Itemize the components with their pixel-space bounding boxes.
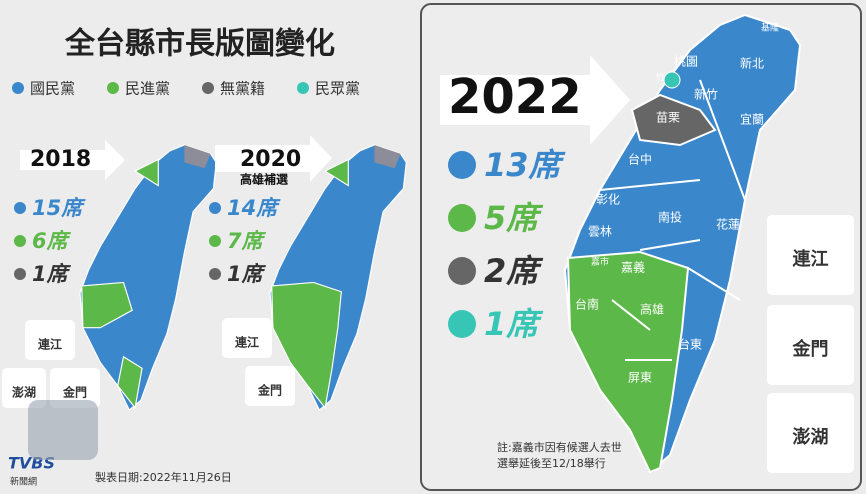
seat-dot xyxy=(209,202,221,214)
island-box xyxy=(767,393,854,473)
region-label: 竹 xyxy=(655,72,664,84)
legend-label: 國民黨 xyxy=(30,80,75,98)
region-label: 苗栗 xyxy=(656,111,680,125)
subtitle: 高雄補選 xyxy=(240,172,288,187)
region-label: 台南 xyxy=(575,297,599,312)
island-box xyxy=(767,215,854,295)
seat-count: 6席 xyxy=(32,229,72,253)
seat-count: 14席 xyxy=(227,196,281,220)
legend-dot xyxy=(202,82,214,94)
region-label: 彰化 xyxy=(596,192,620,207)
legend-dot xyxy=(12,82,24,94)
map-2018 xyxy=(79,144,217,411)
seat-dot xyxy=(209,235,221,247)
region-label: 宜蘭 xyxy=(740,112,764,127)
seat-dot xyxy=(209,268,221,280)
year: 2020 xyxy=(240,147,301,172)
year: 2018 xyxy=(30,147,91,172)
region-label: 桃園 xyxy=(674,54,698,69)
seat-dot xyxy=(14,235,26,247)
island-box xyxy=(245,366,295,406)
region-label: 屏東 xyxy=(628,371,652,385)
seat-count: 15席 xyxy=(32,196,86,220)
seat-dot xyxy=(448,257,476,285)
seat-dot xyxy=(14,268,26,280)
island-box xyxy=(50,368,100,408)
region-label: 新竹 xyxy=(694,87,718,102)
seat-dot xyxy=(448,310,476,338)
region-label: 雲林 xyxy=(588,225,612,239)
region-label: 台東 xyxy=(678,337,702,352)
legend-label: 民進黨 xyxy=(125,80,170,98)
region-label: 南投 xyxy=(658,210,682,225)
logo-sub: 新聞網 xyxy=(10,476,37,488)
arrow xyxy=(215,135,332,182)
island-label: 連江 xyxy=(38,337,62,352)
note: 註:嘉義市因有候選人去世 xyxy=(497,440,622,454)
seat-dot xyxy=(448,151,476,179)
island-box xyxy=(222,318,272,358)
seat-count: 1席 xyxy=(227,262,267,286)
seat-count: 7席 xyxy=(227,229,267,253)
island-label: 金門 xyxy=(792,338,829,360)
arrow xyxy=(440,55,630,145)
island-label: 金門 xyxy=(257,383,282,398)
island-label: 連江 xyxy=(235,335,259,350)
seat-dot xyxy=(448,204,476,232)
seat-dot xyxy=(14,202,26,214)
map-2020 xyxy=(269,144,407,411)
seat-count: 1席 xyxy=(32,262,72,286)
date: 製表日期:2022年11月26日 xyxy=(95,470,232,484)
lens-icon xyxy=(28,400,98,460)
legend-dot xyxy=(297,82,309,94)
note: 選舉延後至12/18舉行 xyxy=(497,456,606,470)
year: 2022 xyxy=(448,69,582,125)
legend-label: 無黨籍 xyxy=(220,80,265,98)
title: 全台縣市長版圖變化 xyxy=(64,27,335,62)
region-label: 嘉義 xyxy=(621,260,645,275)
island-label: 連江 xyxy=(793,248,829,270)
island-label: 澎湖 xyxy=(793,426,829,448)
arrow xyxy=(20,140,125,180)
island-box xyxy=(767,305,854,385)
region-label: 花蓮 xyxy=(716,217,740,232)
seat-count: 2席 xyxy=(484,252,544,290)
seat-count: 1席 xyxy=(484,305,544,343)
island-label: 澎湖 xyxy=(12,385,36,400)
seat-count: 13席 xyxy=(484,146,567,184)
map-2022 xyxy=(564,14,801,473)
region-label: 高雄 xyxy=(640,302,664,317)
region-label: 台中 xyxy=(628,152,652,167)
legend-label: 民眾黨 xyxy=(315,80,360,98)
region-label: 新北 xyxy=(740,56,764,71)
island-box xyxy=(2,368,46,408)
legend-dot xyxy=(107,82,119,94)
seat-count: 5席 xyxy=(484,199,544,237)
region-label: 基隆 xyxy=(761,22,779,34)
island-label: 金門 xyxy=(62,385,87,400)
island-box xyxy=(25,320,75,360)
region-label: 嘉市 xyxy=(591,256,609,268)
